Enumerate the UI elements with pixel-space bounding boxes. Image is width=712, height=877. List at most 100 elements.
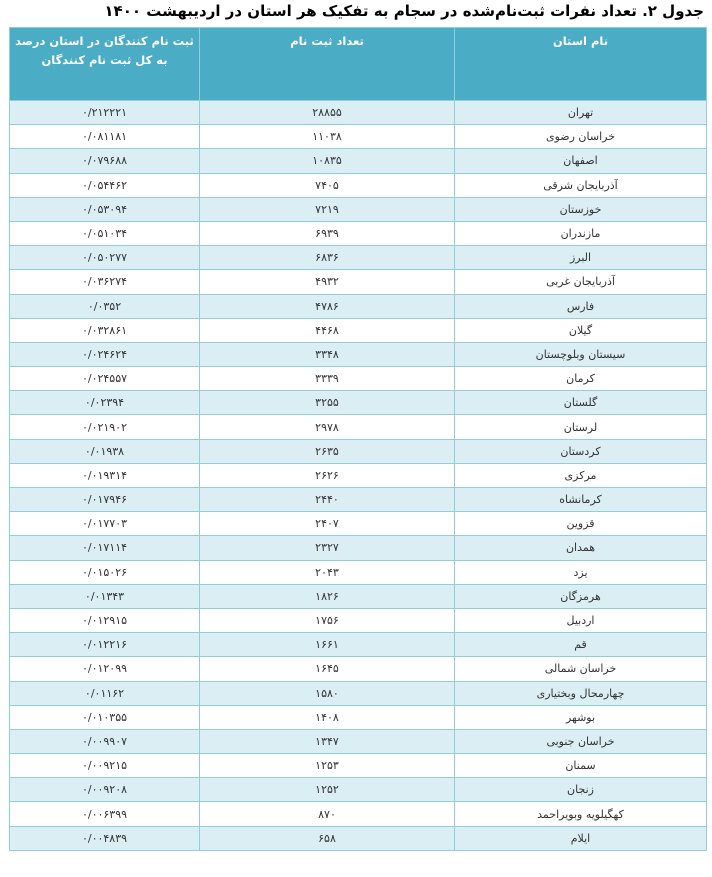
table-row: خراسان شمالی ۱۶۴۵ ۰/۰۱۲۰۹۹ <box>9 656 707 682</box>
cell-count: ۴۷۸۶ <box>199 293 455 319</box>
cell-count: ۱۶۶۱ <box>199 632 455 658</box>
cell-count: ۷۲۱۹ <box>199 196 455 222</box>
cell-percent: ۰/۰۰۹۹۰۷ <box>9 728 200 755</box>
cell-percent: ۰/۰۳۶۲۷۴ <box>9 269 200 295</box>
table-row: سمنان ۱۲۵۳ ۰/۰۰۹۲۱۵ <box>9 753 707 779</box>
cell-percent: ۰/۲۱۲۲۲۱ <box>9 99 200 126</box>
cell-percent: ۰/۰۵۳۰۹۴ <box>9 196 200 222</box>
cell-percent: ۰/۰۰۶۳۹۹ <box>9 801 200 827</box>
table-row: گیلان ۴۴۶۸ ۰/۰۳۲۸۶۱ <box>9 317 707 343</box>
cell-province: اصفهان <box>454 148 707 174</box>
cell-count: ۴۴۶۸ <box>199 317 455 343</box>
cell-province: خوزستان <box>454 196 707 222</box>
cell-percent: ۰/۰۷۹۶۸۸ <box>9 148 200 174</box>
cell-percent: ۰/۰۱۰۳۵۵ <box>9 704 200 730</box>
table-row: گلستان ۳۲۵۵ ۰/۰۲۳۹۴ <box>9 390 707 416</box>
cell-province: خراسان شمالی <box>454 656 707 682</box>
table-row: کرمان ۳۳۳۹ ۰/۰۲۴۵۵۷ <box>9 366 707 392</box>
cell-count: ۲۴۴۰ <box>199 486 455 513</box>
header-percent: ثبت نام کنندگان در استان درصد به کل ثبت … <box>9 27 200 101</box>
table-row: کهگیلویه وبویراحمد ۸۷۰ ۰/۰۰۶۳۹۹ <box>9 801 707 827</box>
cell-count: ۱۳۴۷ <box>199 728 455 755</box>
cell-percent: ۰/۰۱۲۰۹۹ <box>9 656 200 682</box>
table-row: آذربایجان غربی ۴۹۳۲ ۰/۰۳۶۲۷۴ <box>9 269 707 295</box>
cell-count: ۷۴۰۵ <box>199 172 455 198</box>
table-row: مازندران ۶۹۳۹ ۰/۰۵۱۰۳۴ <box>9 220 707 247</box>
table-row: کردستان ۲۶۳۵ ۰/۰۱۹۳۸ <box>9 438 707 464</box>
table-row: لرستان ۲۹۷۸ ۰/۰۲۱۹۰۲ <box>9 414 707 440</box>
cell-count: ۳۳۳۹ <box>199 366 455 392</box>
table-row: البرز ۶۸۳۶ ۰/۰۵۰۲۷۷ <box>9 245 707 271</box>
cell-count: ۱۴۰۸ <box>199 704 455 730</box>
cell-province: تهران <box>454 99 707 126</box>
table-row: ایلام ۶۵۸ ۰/۰۰۴۸۳۹ <box>9 825 707 851</box>
cell-province: لرستان <box>454 414 707 440</box>
cell-province: خراسان رضوی <box>454 124 707 150</box>
cell-count: ۲۴۰۷ <box>199 511 455 537</box>
cell-percent: ۰/۰۱۱۶۲ <box>9 680 200 706</box>
cell-province: اردبیل <box>454 607 707 634</box>
cell-percent: ۰/۰۵۰۲۷۷ <box>9 245 200 271</box>
cell-province: هرمزگان <box>454 583 707 609</box>
cell-province: سمنان <box>454 753 707 779</box>
cell-count: ۱۱۰۳۸ <box>199 124 455 150</box>
table-row: همدان ۲۳۲۷ ۰/۰۱۷۱۱۴ <box>9 535 707 561</box>
cell-percent: ۰/۰۰۹۲۱۵ <box>9 753 200 779</box>
header-province: نام استان <box>454 27 707 101</box>
cell-count: ۲۸۸۵۵ <box>199 99 455 126</box>
cell-percent: ۰/۰۱۵۰۲۶ <box>9 559 200 585</box>
cell-count: ۱۰۸۳۵ <box>199 148 455 174</box>
table-row: خراسان رضوی ۱۱۰۳۸ ۰/۰۸۱۱۸۱ <box>9 124 707 150</box>
cell-count: ۲۳۲۷ <box>199 535 455 561</box>
cell-percent: ۰/۰۳۲۸۶۱ <box>9 317 200 343</box>
cell-count: ۱۲۵۲ <box>199 777 455 803</box>
table-row: سیستان وبلوچستان ۳۳۴۸ ۰/۰۲۴۶۲۴ <box>9 341 707 368</box>
table-body: تهران ۲۸۸۵۵ ۰/۲۱۲۲۲۱ خراسان رضوی ۱۱۰۳۸ ۰/۰۸۱۱… <box>9 99 707 851</box>
cell-percent: ۰/۰۵۱۰۳۴ <box>9 220 200 247</box>
cell-province: خراسان جنوبی <box>454 728 707 755</box>
table-row: آذربایجان شرقی ۷۴۰۵ ۰/۰۵۴۴۶۲ <box>9 172 707 198</box>
table-title: جدول ۲. تعداد نفرات ثبت‌نام‌شده در سجام … <box>104 2 704 20</box>
cell-count: ۶۵۸ <box>199 825 455 851</box>
table-row: کرمانشاه ۲۴۴۰ ۰/۰۱۷۹۴۶ <box>9 486 707 513</box>
cell-percent: ۰/۰۱۷۷۰۳ <box>9 511 200 537</box>
table-row: بوشهر ۱۴۰۸ ۰/۰۱۰۳۵۵ <box>9 704 707 730</box>
cell-percent: ۰/۰۱۳۴۳ <box>9 583 200 609</box>
table-row: هرمزگان ۱۸۲۶ ۰/۰۱۳۴۳ <box>9 583 707 609</box>
table-row: خراسان جنوبی ۱۳۴۷ ۰/۰۰۹۹۰۷ <box>9 728 707 755</box>
cell-percent: ۰/۰۱۲۲۱۶ <box>9 632 200 658</box>
cell-percent: ۰/۰۱۹۳۸ <box>9 438 200 464</box>
cell-count: ۲۹۷۸ <box>199 414 455 440</box>
cell-percent: ۰/۰۱۷۹۴۶ <box>9 486 200 513</box>
cell-count: ۱۶۴۵ <box>199 656 455 682</box>
cell-percent: ۰/۰۸۱۱۸۱ <box>9 124 200 150</box>
cell-percent: ۰/۰۰۹۲۰۸ <box>9 777 200 803</box>
cell-count: ۲۶۲۶ <box>199 462 455 489</box>
cell-count: ۶۹۳۹ <box>199 220 455 247</box>
registrations-table: نام استان تعداد ثبت نام ثبت نام کنندگان … <box>9 27 707 851</box>
table-row: فارس ۴۷۸۶ ۰/۰۳۵۲ <box>9 293 707 319</box>
cell-count: ۲۰۴۳ <box>199 559 455 585</box>
cell-province: سیستان وبلوچستان <box>454 341 707 368</box>
header-count: تعداد ثبت نام <box>199 27 455 101</box>
table-row: یزد ۲۰۴۳ ۰/۰۱۵۰۲۶ <box>9 559 707 585</box>
cell-count: ۸۷۰ <box>199 801 455 827</box>
cell-percent: ۰/۰۲۴۵۵۷ <box>9 366 200 392</box>
cell-province: گیلان <box>454 317 707 343</box>
table-row: مرکزی ۲۶۲۶ ۰/۰۱۹۳۱۴ <box>9 462 707 489</box>
cell-province: کردستان <box>454 438 707 464</box>
cell-count: ۲۶۳۵ <box>199 438 455 464</box>
cell-province: یزد <box>454 559 707 585</box>
cell-percent: ۰/۰۰۴۸۳۹ <box>9 825 200 851</box>
cell-percent: ۰/۰۲۴۶۲۴ <box>9 341 200 368</box>
cell-province: البرز <box>454 245 707 271</box>
cell-count: ۱۷۵۶ <box>199 607 455 634</box>
cell-province: آذربایجان غربی <box>454 269 707 295</box>
table-row: قزوین ۲۴۰۷ ۰/۰۱۷۷۰۳ <box>9 511 707 537</box>
cell-count: ۳۲۵۵ <box>199 390 455 416</box>
cell-percent: ۰/۰۲۱۹۰۲ <box>9 414 200 440</box>
cell-count: ۱۵۸۰ <box>199 680 455 706</box>
table-row: قم ۱۶۶۱ ۰/۰۱۲۲۱۶ <box>9 632 707 658</box>
cell-province: مازندران <box>454 220 707 247</box>
cell-percent: ۰/۰۱۷۱۱۴ <box>9 535 200 561</box>
